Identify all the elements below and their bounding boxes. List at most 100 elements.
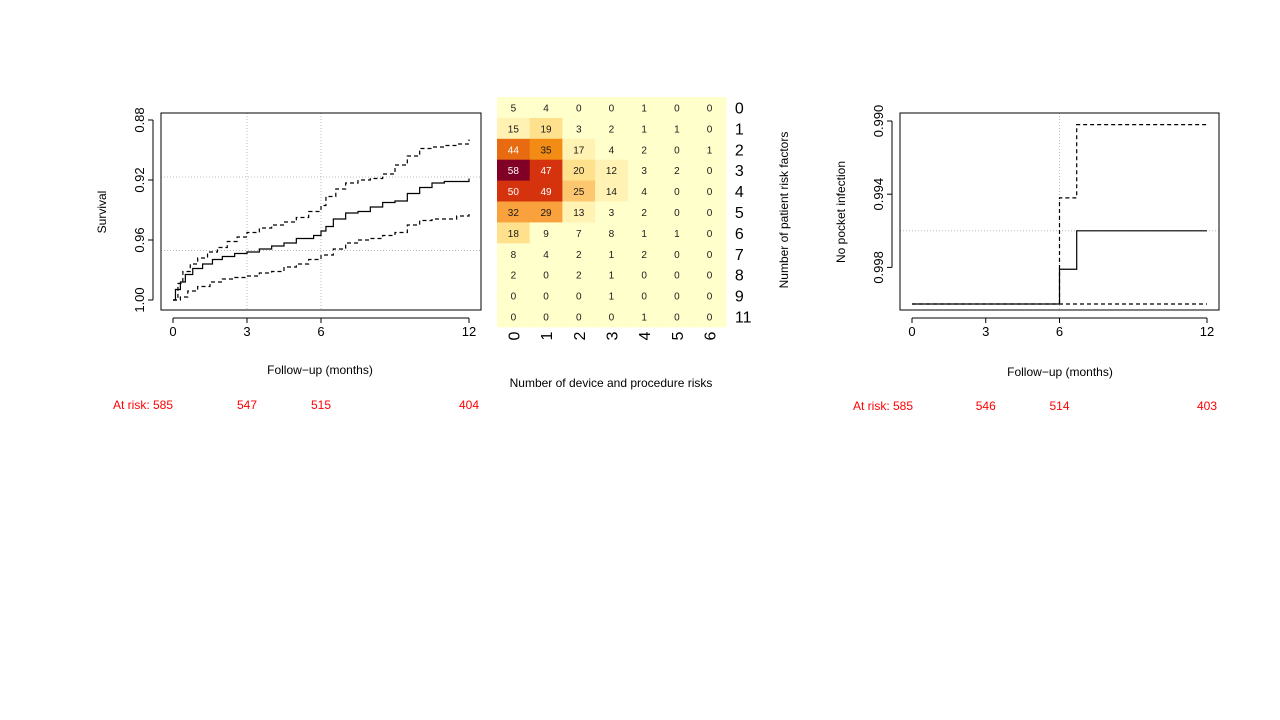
x-tick-label: 12: [462, 324, 476, 339]
heatmap-cell-value: 4: [543, 250, 549, 261]
heatmap-column-label: 2: [572, 331, 589, 340]
heatmap-column-label: 6: [703, 331, 720, 340]
heatmap-cell-value: 58: [508, 166, 520, 177]
heatmap-cell: [627, 180, 661, 202]
heatmap-cell-value: 1: [609, 250, 615, 261]
heatmap-cell: [595, 222, 629, 244]
heatmap-cell: [660, 180, 694, 202]
heatmap-cell-value: 0: [707, 292, 713, 303]
heatmap-row-label: 1: [735, 121, 744, 138]
heatmap-cell-value: 0: [543, 312, 549, 323]
heatmap-cell-value: 3: [609, 208, 615, 219]
heatmap-cell: [562, 222, 596, 244]
heatmap-row-label: 5: [735, 205, 744, 222]
survival-at-risk-label: At risk: 585: [113, 398, 173, 412]
confidence-band-curve: [173, 139, 470, 301]
heatmap-cell: [660, 201, 694, 223]
heatmap-cell-value: 0: [609, 312, 615, 323]
heatmap-cell: [627, 222, 661, 244]
heatmap-cell: [529, 180, 563, 202]
heatmap-cell-value: 0: [674, 271, 680, 282]
risk-heatmap: 5 4 0 0 1 0 015 19 3 2 1 1 044 35 17 4 2 0 158 47 20 12 3 2 050 4…: [497, 97, 791, 390]
pocket-infection-plot-frame: [899, 112, 1220, 311]
confidence-band-curve: [173, 213, 470, 301]
heatmap-cell-value: 20: [573, 166, 585, 177]
heatmap-cell-value: 0: [707, 271, 713, 282]
heatmap-cell-value: 1: [641, 124, 647, 135]
heatmap-column-label: 5: [670, 331, 687, 340]
heatmap-cell: [562, 264, 596, 286]
heatmap-cell-value: 0: [707, 187, 713, 198]
heatmap-cell-value: 0: [576, 292, 582, 303]
heatmap-cell-value: 0: [707, 124, 713, 135]
heatmap-cell-value: 1: [641, 229, 647, 240]
heatmap-cell: [529, 243, 563, 265]
heatmap-cell: [627, 117, 661, 140]
pocket-infection-at-risk-counts: 546 514 403: [976, 399, 1218, 413]
heatmap-row-label: 4: [735, 184, 744, 201]
heatmap-cell: [660, 222, 694, 244]
x-tick-label: 6: [317, 324, 324, 339]
heatmap-cell-value: 14: [606, 187, 618, 198]
at-risk-count: 515: [311, 398, 331, 412]
survival-plot-frame: [160, 112, 482, 311]
heatmap-cell: [660, 306, 694, 328]
heatmap-cell-value: 18: [508, 229, 520, 240]
heatmap-cell: [595, 159, 629, 182]
heatmap-cell-value: 0: [641, 271, 647, 282]
heatmap-cell: [660, 243, 694, 265]
heatmap-cell: [627, 201, 661, 223]
heatmap-cell-value: 7: [576, 229, 582, 240]
survival-y-axis: 0.88 0.92 0.96 1.00: [132, 107, 154, 313]
heatmap-cell-value: 0: [707, 229, 713, 240]
heatmap-cell: [693, 138, 727, 161]
heatmap-cell-value: 2: [674, 166, 680, 177]
heatmap-cell-value: 5: [511, 103, 517, 114]
heatmap-cell-value: 4: [543, 103, 549, 114]
pocket-infection-at-risk-label: At risk: 585: [853, 399, 913, 413]
heatmap-cell: [660, 159, 694, 182]
heatmap-cell: [529, 264, 563, 286]
heatmap-cell-value: 0: [707, 250, 713, 261]
y-tick-label: 0.998: [871, 251, 886, 284]
heatmap-cell-value: 0: [641, 292, 647, 303]
heatmap-cell: [693, 264, 727, 286]
heatmap-cell: [497, 117, 531, 140]
heatmap-cell-value: 44: [508, 145, 520, 156]
heatmap-cell: [529, 97, 563, 119]
x-tick-label: 6: [1056, 324, 1063, 339]
heatmap-cell-value: 50: [508, 187, 520, 198]
heatmap-cell-value: 0: [707, 312, 713, 323]
survival-plot: 0 3 6 12 0.88 0.92 0.96 1.00 Follow−up (months…: [95, 107, 482, 412]
heatmap-cell-value: 2: [609, 124, 615, 135]
heatmap-cell-value: 0: [674, 250, 680, 261]
heatmap-cell-value: 17: [573, 145, 585, 156]
y-tick-label: 0.994: [871, 178, 886, 211]
heatmap-cell: [660, 285, 694, 307]
heatmap-cell: [627, 243, 661, 265]
heatmap-cell: [627, 138, 661, 161]
pocket-infection-y-axis-label: No pocket infection: [834, 161, 848, 263]
heatmap-cell: [693, 285, 727, 307]
heatmap-row-label: 3: [735, 163, 744, 180]
heatmap-cell-value: 1: [641, 103, 647, 114]
heatmap-cell-value: 1: [609, 271, 615, 282]
heatmap-cell: [693, 222, 727, 244]
heatmap-cell: [660, 117, 694, 140]
heatmap-row-label: 11: [735, 309, 752, 326]
heatmap-cell: [660, 138, 694, 161]
heatmap-cell: [693, 159, 727, 182]
heatmap-column-label: 4: [637, 331, 654, 340]
heatmap-cell: [497, 264, 531, 286]
x-tick-label: 3: [243, 324, 250, 339]
heatmap-row-label: 7: [735, 247, 744, 264]
heatmap-cell: [562, 97, 596, 119]
heatmap-cell: [595, 243, 629, 265]
survival-x-axis: 0 3 6 12: [169, 317, 476, 339]
heatmap-cell: [595, 201, 629, 223]
heatmap-cell-value: 32: [508, 208, 520, 219]
heatmap-cell: [693, 117, 727, 140]
heatmap-column-label: 3: [604, 331, 621, 340]
x-tick-label: 3: [982, 324, 989, 339]
